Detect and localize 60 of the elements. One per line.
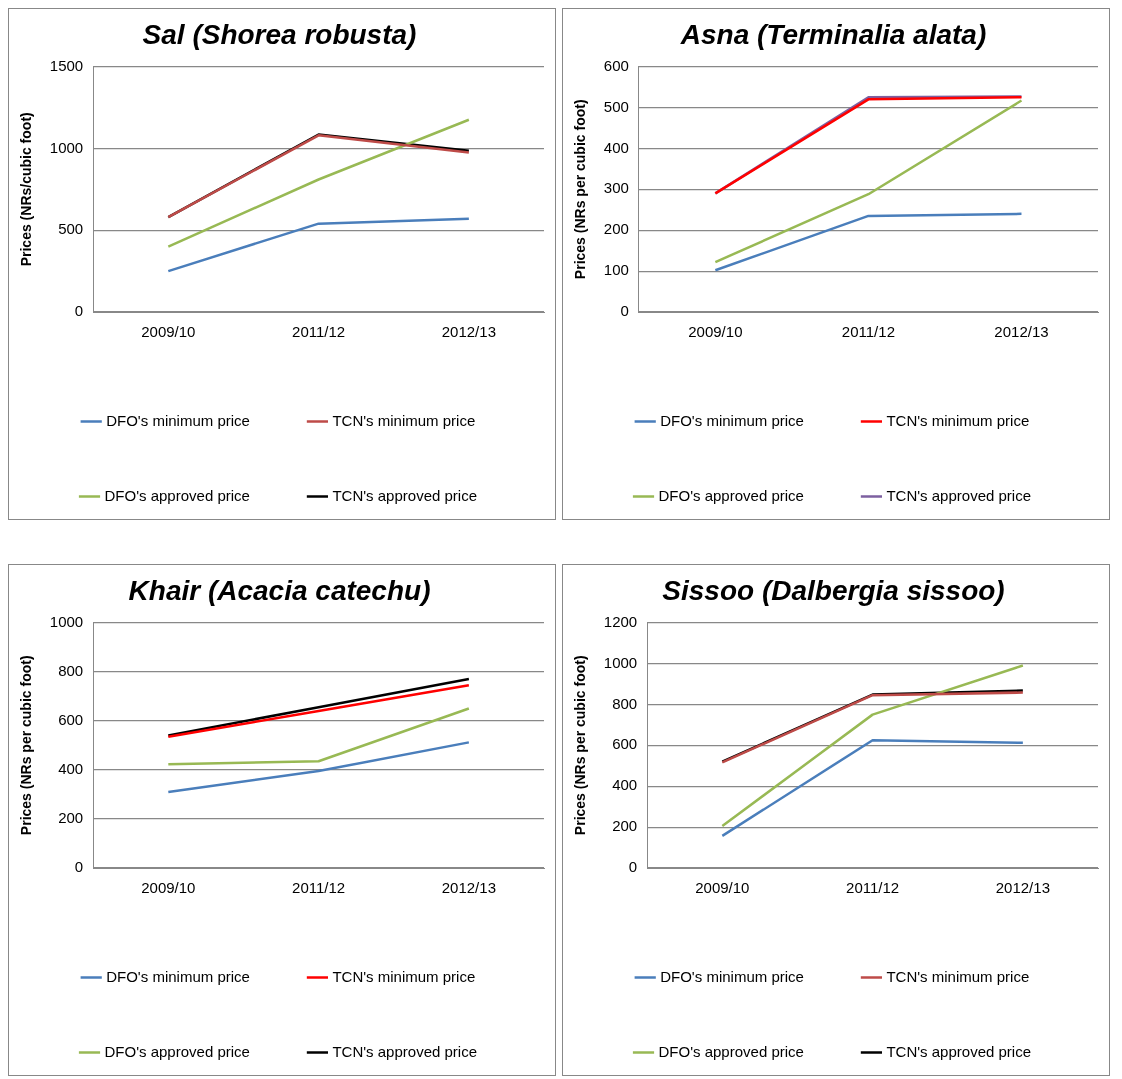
y-tick-label: 1500 [49,56,84,74]
legend-label: TCN's approved price [332,486,478,504]
y-tick-label: 0 [74,858,84,876]
legend-label: DFO's minimum price [106,411,250,429]
y-tick-label: 500 [58,220,84,238]
x-tick-label: 2011/12 [841,323,895,341]
y-tick-label: 400 [612,776,638,794]
y-axis-title: Prices (NRs per cubic foot) [572,655,589,836]
y-tick-label: 200 [603,220,629,238]
legend-label: DFO's minimum price [106,967,250,985]
y-tick-label: 600 [603,56,629,74]
x-tick-label: 2011/12 [292,323,346,341]
legend-label: DFO's approved price [104,1042,250,1060]
legend-label: TCN's minimum price [332,967,476,985]
y-axis-title: Prices (NRs/cubic foot) [18,112,35,267]
y-tick-label: 200 [612,817,638,835]
y-tick-label: 100 [603,261,629,279]
legend-label: TCN's minimum price [886,411,1030,429]
y-tick-label: 0 [74,302,84,320]
legend-label: DFO's approved price [658,486,804,504]
legend-label: TCN's approved price [886,1042,1032,1060]
legend-label: DFO's minimum price [660,967,804,985]
x-tick-label: 2012/13 [441,323,496,341]
chart-title: Sissoo (Dalbergia sissoo) [662,574,1005,606]
legend-label: TCN's approved price [332,1042,478,1060]
y-axis-title: Prices (NRs per cubic foot) [572,99,589,280]
y-tick-label: 1000 [49,138,84,156]
y-tick-label: 400 [58,759,84,777]
y-tick-label: 800 [612,694,638,712]
y-tick-label: 400 [603,138,629,156]
x-tick-label: 2012/13 [995,879,1050,897]
y-tick-label: 500 [603,97,629,115]
y-tick-label: 0 [628,858,638,876]
x-tick-label: 2012/13 [441,879,496,897]
x-tick-label: 2011/12 [292,879,346,897]
x-tick-label: 2009/10 [141,879,196,897]
legend-label: TCN's minimum price [332,411,476,429]
y-tick-label: 1200 [603,612,638,630]
chart-title: Sal (Shorea robusta) [142,18,417,50]
legend-label: DFO's approved price [104,486,250,504]
x-tick-label: 2009/10 [695,879,750,897]
chart-title: Khair (Acacia catechu) [128,574,431,606]
y-tick-label: 1000 [49,612,84,630]
legend-label: TCN's minimum price [886,967,1030,985]
legend-label: DFO's minimum price [660,411,804,429]
legend-label: TCN's approved price [886,486,1032,504]
y-tick-label: 0 [620,302,629,320]
y-tick-label: 800 [58,661,84,679]
y-tick-label: 600 [58,710,84,728]
y-tick-label: 600 [612,735,638,753]
chart-title: Asna (Terminalia alata) [679,18,987,50]
x-tick-label: 2009/10 [688,323,743,341]
x-tick-label: 2011/12 [846,879,900,897]
x-tick-label: 2009/10 [141,323,196,341]
legend-label: DFO's approved price [658,1042,804,1060]
y-tick-label: 200 [58,809,84,827]
y-axis-title: Prices (NRs per cubic foot) [18,655,35,836]
x-tick-label: 2012/13 [994,323,1049,341]
y-tick-label: 1000 [603,653,638,671]
y-tick-label: 300 [603,179,629,197]
